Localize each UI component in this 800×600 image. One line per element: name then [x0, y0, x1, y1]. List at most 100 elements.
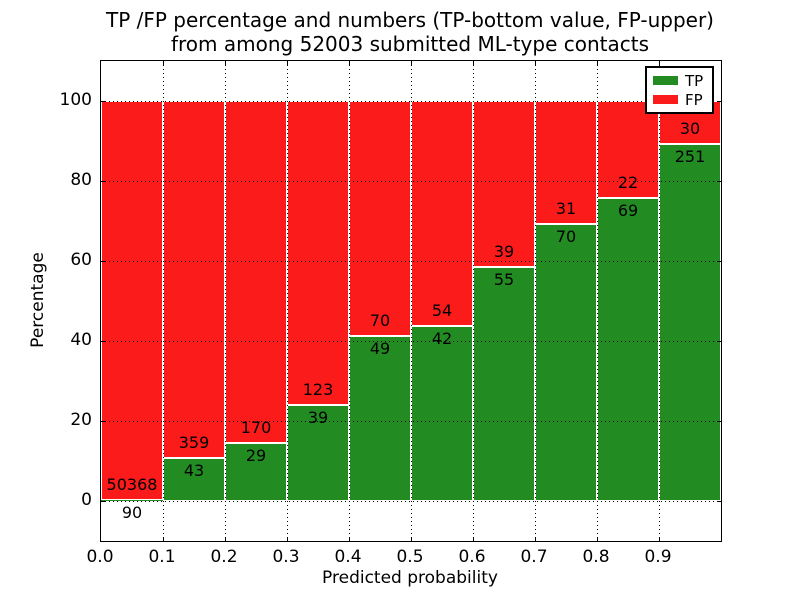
bar-segment-tp: [659, 144, 721, 501]
bar-segment-tp: [349, 336, 411, 501]
bar-label-fp: 30: [679, 119, 701, 138]
x-tick-mark: [411, 537, 412, 541]
x-tick-mark: [225, 537, 226, 541]
bar-label-tp: 39: [307, 408, 329, 427]
x-tick-label: 0.6: [458, 547, 486, 567]
y-tick-mark: [101, 421, 105, 422]
grid-h-line: [101, 181, 721, 182]
bar-label-fp: 31: [555, 199, 577, 218]
bar-segment-tp: [473, 267, 535, 501]
bar-segment-tp: [597, 198, 659, 501]
grid-v-line: [535, 61, 536, 541]
x-tick-mark: [597, 61, 598, 65]
chart-title-line1: TP /FP percentage and numbers (TP-bottom…: [106, 8, 714, 32]
x-tick-label: 0.2: [210, 547, 238, 567]
x-tick-label: 0.5: [396, 547, 424, 567]
grid-v-line: [659, 61, 660, 541]
y-tick-mark: [717, 101, 721, 102]
grid-v-line: [163, 61, 164, 541]
bar-segment-fp: [163, 101, 225, 458]
y-tick-label: 0: [81, 490, 92, 510]
plot-canvas: 50368 90 359 43 170 29 123 39 70 49 54 42 39 55 31 70 22…: [101, 61, 721, 541]
bar-segment-fp: [349, 101, 411, 336]
y-tick-mark: [717, 181, 721, 182]
x-tick-mark: [287, 537, 288, 541]
x-tick-mark: [535, 61, 536, 65]
bar-label-tp: 251: [674, 147, 706, 166]
bar-label-tp: 69: [617, 201, 639, 220]
grid-h-line: [101, 421, 721, 422]
bar-label-fp: 54: [431, 301, 453, 320]
grid-v-line: [597, 61, 598, 541]
y-tick-label: 80: [70, 170, 92, 190]
bar-label-tp: 49: [369, 339, 391, 358]
x-tick-label: 0.8: [582, 547, 610, 567]
bar-label-tp: 43: [183, 461, 205, 480]
bar-segment-tp: [225, 443, 287, 501]
legend-swatch-tp-icon: [653, 76, 678, 85]
bar-label-fp: 359: [178, 433, 210, 452]
x-tick-mark: [163, 61, 164, 65]
y-tick-mark: [101, 501, 105, 502]
bar-segment-fp: [287, 101, 349, 405]
bar-label-fp: 39: [493, 242, 515, 261]
legend: TP FP: [645, 66, 714, 114]
legend-entry-fp: FP: [653, 92, 706, 108]
x-tick-mark: [163, 537, 164, 541]
grid-v-line: [287, 61, 288, 541]
x-tick-mark: [225, 61, 226, 65]
bar-label-tp: 90: [121, 503, 143, 522]
x-tick-mark: [659, 61, 660, 65]
legend-label-tp: TP: [685, 71, 704, 90]
x-tick-label: 0.0: [86, 547, 114, 567]
y-tick-mark: [717, 501, 721, 502]
bar-segment-tp: [101, 500, 163, 501]
bar-segment-fp: [101, 101, 163, 500]
grid-v-line: [349, 61, 350, 541]
bar-label-fp: 123: [302, 380, 334, 399]
y-tick-mark: [101, 341, 105, 342]
grid-v-line: [411, 61, 412, 541]
bar-label-fp: 50368: [106, 475, 158, 494]
bar-segment-fp: [411, 101, 473, 326]
grid-h-line: [101, 341, 721, 342]
y-tick-mark: [101, 101, 105, 102]
x-tick-label: 0.9: [644, 547, 672, 567]
plot-area: 50368 90 359 43 170 29 123 39 70 49 54 42 39 55 31 70 22…: [100, 60, 722, 542]
x-tick-label: 0.7: [520, 547, 548, 567]
y-tick-mark: [101, 181, 105, 182]
bar-segment-fp: [225, 101, 287, 443]
x-tick-mark: [473, 537, 474, 541]
grid-h-line: [101, 261, 721, 262]
x-tick-label: 0.3: [272, 547, 300, 567]
x-tick-mark: [535, 537, 536, 541]
grid-v-line: [473, 61, 474, 541]
x-tick-mark: [473, 61, 474, 65]
y-tick-mark: [101, 261, 105, 262]
chart-title-line2: from among 52003 submitted ML-type conta…: [170, 32, 650, 56]
x-tick-mark: [411, 61, 412, 65]
x-tick-mark: [659, 537, 660, 541]
bar-label-fp: 70: [369, 311, 391, 330]
legend-swatch-fp-icon: [653, 95, 678, 104]
x-tick-label: 0.4: [334, 547, 362, 567]
grid-v-line: [225, 61, 226, 541]
grid-h-line: [101, 101, 721, 102]
x-tick-mark: [349, 537, 350, 541]
y-tick-mark: [717, 421, 721, 422]
x-tick-label: 0.1: [148, 547, 176, 567]
x-tick-mark: [349, 61, 350, 65]
bar-label-tp: 42: [431, 329, 453, 348]
y-tick-label: 40: [70, 330, 92, 350]
bar-label-tp: 29: [245, 446, 267, 465]
y-tick-mark: [717, 261, 721, 262]
bar-label-fp: 170: [240, 418, 272, 437]
x-axis-label: Predicted probability: [322, 568, 498, 588]
bar-label-tp: 55: [493, 270, 515, 289]
legend-label-fp: FP: [685, 90, 703, 109]
bar-label-fp: 22: [617, 173, 639, 192]
legend-entry-tp: TP: [653, 73, 706, 89]
y-tick-mark: [717, 341, 721, 342]
x-tick-mark: [597, 537, 598, 541]
